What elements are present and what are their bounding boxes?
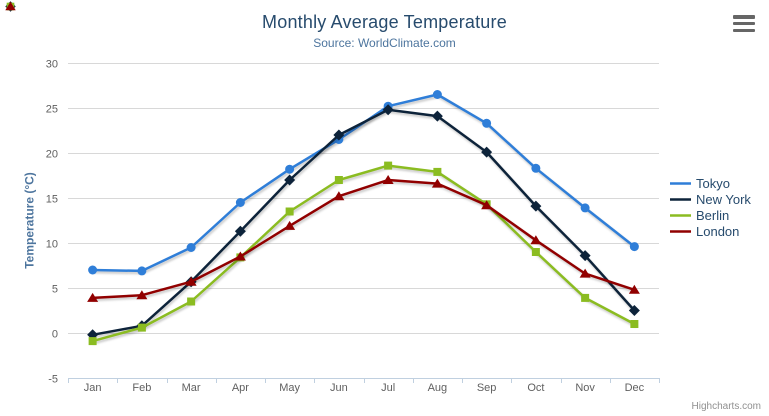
square-marker[interactable] xyxy=(531,248,540,256)
y-tick-label: 0 xyxy=(52,329,58,341)
diamond-marker[interactable] xyxy=(284,174,296,186)
circle-marker[interactable] xyxy=(629,242,639,252)
triangle-marker[interactable] xyxy=(333,191,345,201)
x-tick-label: Apr xyxy=(232,382,249,394)
square-legend-marker-icon xyxy=(670,214,691,217)
circle-marker[interactable] xyxy=(432,90,442,99)
circle-marker[interactable] xyxy=(235,198,245,207)
square-marker[interactable] xyxy=(334,176,343,184)
diamond-marker[interactable] xyxy=(628,305,640,316)
triangle-marker[interactable] xyxy=(5,1,16,11)
triangle-marker[interactable] xyxy=(136,290,148,300)
square-marker[interactable] xyxy=(187,297,196,306)
circle-marker[interactable] xyxy=(531,163,541,173)
diamond-marker[interactable] xyxy=(431,110,443,122)
triangle-marker[interactable] xyxy=(530,235,542,245)
series-new-york xyxy=(91,108,636,337)
export-menu-button[interactable] xyxy=(733,15,757,32)
circle-marker[interactable] xyxy=(285,164,295,174)
square-marker[interactable] xyxy=(88,337,97,346)
legend-item-new-york[interactable]: New York xyxy=(670,192,751,207)
x-tick-label: Oct xyxy=(527,382,544,394)
x-tick-label: Mar xyxy=(182,382,201,394)
x-tick-label: Dec xyxy=(625,382,645,394)
circle-marker[interactable] xyxy=(137,266,147,276)
triangle-marker[interactable] xyxy=(431,178,443,188)
legend-label: New York xyxy=(696,192,751,207)
y-tick-label: 25 xyxy=(46,104,58,116)
circle-marker[interactable] xyxy=(580,203,590,213)
y-tick-label: 15 xyxy=(46,194,58,206)
y-tick-label: 10 xyxy=(46,239,58,251)
legend-item-berlin[interactable]: Berlin xyxy=(670,208,751,223)
triangle-legend-marker-icon xyxy=(670,230,691,233)
circle-marker[interactable] xyxy=(88,265,98,275)
series-london xyxy=(91,178,636,300)
y-tick-label: 20 xyxy=(46,149,58,161)
series-tokyo xyxy=(91,93,636,273)
triangle-marker[interactable] xyxy=(382,175,394,184)
square-marker[interactable] xyxy=(630,320,639,328)
legend-label: London xyxy=(696,224,740,239)
x-tick-label: Jul xyxy=(381,382,395,394)
triangle-marker[interactable] xyxy=(87,292,99,302)
legend-label: Tokyo xyxy=(696,176,730,191)
y-tick-label: 5 xyxy=(52,284,58,296)
series-line-new-york[interactable] xyxy=(91,108,636,337)
series-line-tokyo[interactable] xyxy=(91,93,636,273)
square-marker[interactable] xyxy=(137,323,146,332)
y-tick-label: -5 xyxy=(48,374,58,386)
square-marker[interactable] xyxy=(433,167,442,176)
series-berlin xyxy=(91,164,636,343)
diamond-marker[interactable] xyxy=(234,225,246,237)
y-tick-label: 30 xyxy=(46,59,58,71)
x-tick-label: Aug xyxy=(428,382,448,394)
x-tick-label: Feb xyxy=(132,382,151,394)
x-tick-label: Jun xyxy=(330,382,348,394)
chart-title: Monthly Average Temperature xyxy=(262,12,507,32)
triangle-marker[interactable] xyxy=(185,276,197,286)
circle-marker[interactable] xyxy=(482,118,492,128)
series-line-berlin[interactable] xyxy=(91,164,636,343)
circle-legend-marker-icon xyxy=(670,182,691,185)
triangle-marker[interactable] xyxy=(579,268,591,278)
square-marker[interactable] xyxy=(384,161,393,170)
legend-item-tokyo[interactable]: Tokyo xyxy=(670,176,751,191)
chart-subtitle: Source: WorldClimate.com xyxy=(313,36,456,50)
legend-label: Berlin xyxy=(696,208,730,223)
diamond-marker[interactable] xyxy=(382,104,394,116)
x-tick-label: Jan xyxy=(84,382,102,394)
legend: Tokyo New York Berlin London xyxy=(670,176,751,239)
diamond-marker[interactable] xyxy=(530,200,542,212)
square-marker[interactable] xyxy=(285,207,294,216)
highcharts-credits-link[interactable]: Highcharts.com xyxy=(691,401,761,412)
hamburger-icon xyxy=(733,15,757,32)
triangle-marker[interactable] xyxy=(481,200,493,210)
triangle-marker[interactable] xyxy=(234,251,246,261)
x-tick-label: Nov xyxy=(575,382,595,394)
circle-marker[interactable] xyxy=(186,243,196,252)
diamond-marker[interactable] xyxy=(333,129,345,141)
x-tick-label: May xyxy=(279,382,300,394)
x-tick-label: Sep xyxy=(477,382,497,394)
square-marker[interactable] xyxy=(581,293,590,302)
series-line-london[interactable] xyxy=(91,178,636,300)
diamond-marker[interactable] xyxy=(481,146,493,158)
legend-item-london[interactable]: London xyxy=(670,224,751,239)
triangle-marker[interactable] xyxy=(628,284,640,294)
triangle-marker[interactable] xyxy=(284,220,296,230)
diamond-legend-marker-icon xyxy=(670,198,691,201)
y-axis-title: Temperature (°C) xyxy=(22,172,37,269)
diamond-marker[interactable] xyxy=(579,250,591,262)
